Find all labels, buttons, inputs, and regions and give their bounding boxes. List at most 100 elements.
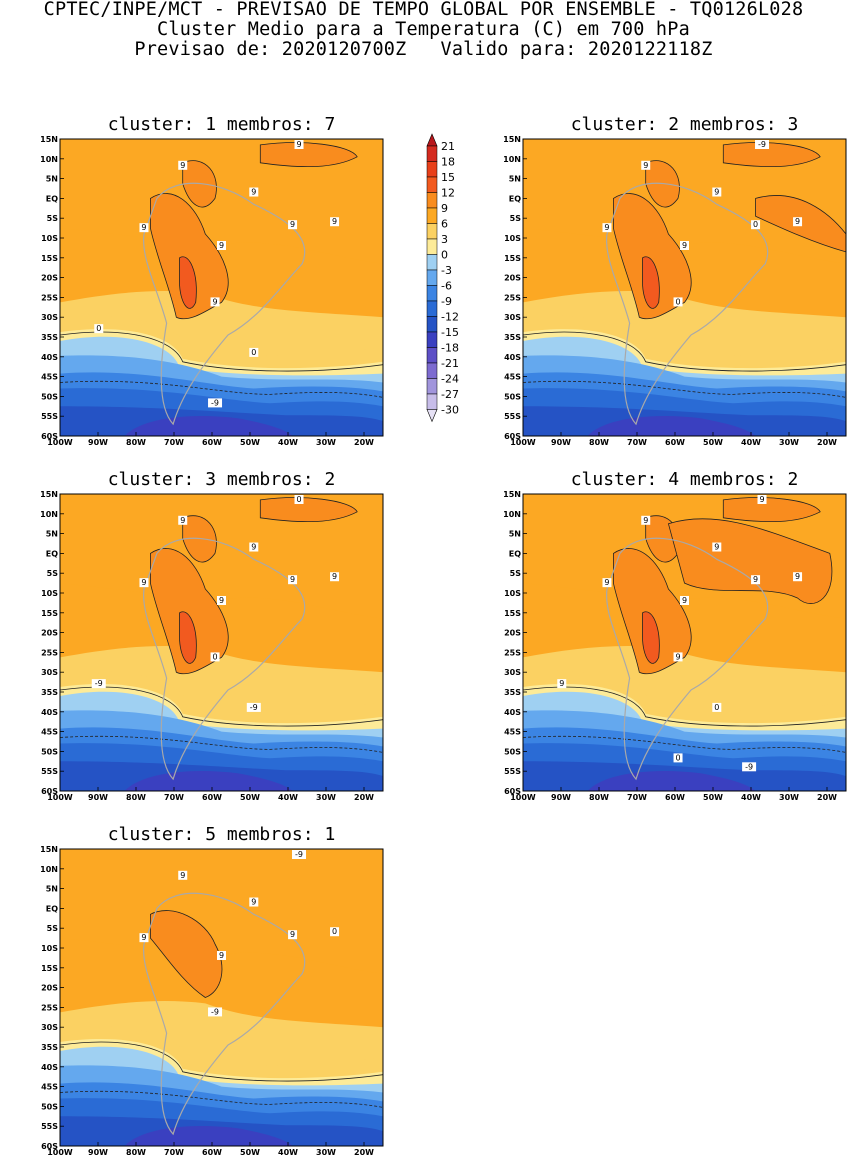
lon-tick-label: 20W [354,1148,374,1157]
contour-label-bg [602,578,612,588]
lat-tick-label: 35S [41,333,58,342]
contour-label: 9 [643,516,648,525]
map-panel-1: cluster: 1 membros: 7 15N 10N 5N EQ 5S 10S 15S 2… [40,114,384,447]
contour-label-bg [217,950,226,960]
lat-tick-label: 50S [504,392,521,401]
south-america-outline [605,537,769,781]
lat-tick-label: EQ [46,549,58,558]
lat-tick-label: 10S [504,234,521,243]
map-panel-3: cluster: 3 membros: 2 15N 10N 5N EQ 5S 10S 15S 2… [40,469,384,802]
contour-label-bg [680,240,689,250]
contour-label: 9 [290,930,295,939]
colorbar-level-label: -15 [441,326,459,339]
lon-tick-label: 90W [88,1148,108,1157]
contour-label-bg [557,679,567,689]
contour-label: 0 [251,348,256,357]
lat-tick-label: 45S [504,728,521,737]
contour-label: -9 [250,703,258,712]
colorbar-top-arrow [426,133,438,147]
colorbar-segment [426,378,438,395]
contour-label: 9 [682,596,687,605]
colorbar-segment [426,362,438,379]
colorbar-level-label: 0 [441,249,448,262]
colorbar-segment [426,176,438,193]
lat-tick-label: 40S [504,353,521,362]
colorbar-segment [426,347,438,364]
contour-label: 9 [141,933,146,942]
lat-tick-label: 5S [510,214,522,223]
panel-title: cluster: 2 membros: 3 [571,114,799,135]
contour-label-bg [673,297,683,307]
contour-label-bg [208,1007,223,1017]
lat-tick-label: EQ [509,549,521,558]
lat-tick-label: 15S [41,609,58,618]
contour-label-bg [210,652,220,662]
colorbar-level-label: -24 [441,373,459,386]
warm-region [642,611,660,664]
lat-tick-label: 25S [504,293,521,302]
lat-tick-label: 20S [41,984,58,993]
contour-label: -9 [745,762,753,771]
contour-label: 9 [180,516,185,525]
temperature-band [124,770,293,791]
lon-tick-label: 50W [240,793,260,802]
lat-tick-label: 60S [41,1142,58,1151]
contour-label-bg [178,160,188,170]
map-frame [59,138,384,437]
lon-tick-label: 50W [703,793,723,802]
lat-tick-label: 10N [503,510,521,519]
colorbar-level-label: -27 [441,388,459,401]
colorbar-segment [426,223,438,240]
lat-tick-label: 40S [504,708,521,717]
lon-tick-label: 50W [240,438,260,447]
lat-tick-label: 5N [509,530,521,539]
lat-tick-label: 55S [504,767,521,776]
contour-label: 9 [604,223,609,232]
lat-tick-label: 15S [504,609,521,618]
lat-tick-label: 10N [40,510,58,519]
colorbar-level-label: 6 [441,218,448,231]
zero-contour [60,686,383,727]
header-line-2: Cluster Medio para a Temperatura (C) em … [157,19,690,40]
warm-region [150,193,229,320]
colorbar-segment [426,393,438,410]
lon-tick-label: 30W [779,793,799,802]
colorbar-segment [426,285,438,302]
contour-label-bg [210,297,220,307]
lat-tick-label: 30S [504,313,521,322]
zero-contour [60,331,383,372]
lat-tick-label: 55S [504,412,521,421]
lon-tick-label: 90W [88,438,108,447]
lat-tick-label: 10S [41,589,58,598]
colorbar-level-label: -9 [441,295,452,308]
contour-label: 9 [180,871,185,880]
lon-tick-label: 30W [779,438,799,447]
lat-tick-label: 45S [41,1083,58,1092]
contour-label-bg [249,542,259,552]
colorbar-segment [426,300,438,317]
lat-tick-label: 30S [504,668,521,677]
lat-tick-label: 55S [41,412,58,421]
lat-tick-label: 10N [40,155,58,164]
contour-label-bg [673,753,683,763]
lat-tick-label: 15S [41,254,58,263]
colorbar-segment [426,238,438,255]
lon-tick-label: 60W [665,793,685,802]
lat-tick-label: 15S [41,964,58,973]
lon-tick-label: 20W [354,438,374,447]
contour-label-bg [602,223,612,233]
lon-tick-label: 80W [126,1148,146,1157]
contour-label: 9 [795,217,800,226]
map-frame [59,493,384,792]
contour-label-bg [91,679,106,689]
contour-label: 0 [296,495,301,504]
zero-contour [523,331,846,372]
lon-tick-label: 90W [551,438,571,447]
colorbar-segment [426,145,438,162]
lat-tick-label: 50S [41,747,58,756]
lon-tick-label: 80W [126,793,146,802]
lon-tick-label: 70W [627,438,647,447]
colorbar-level-label: -12 [441,311,459,324]
colorbar-segment [426,161,438,178]
contour-label-bg [249,347,259,357]
